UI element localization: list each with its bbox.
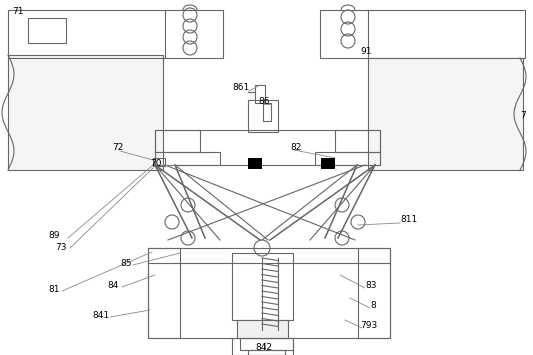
Bar bbox=[232, 253, 293, 320]
Text: 70: 70 bbox=[150, 158, 161, 168]
Bar bbox=[237, 320, 288, 338]
Bar bbox=[148, 248, 390, 338]
Text: 82: 82 bbox=[290, 143, 301, 153]
Bar bbox=[321, 158, 335, 169]
Bar bbox=[153, 158, 165, 166]
Bar bbox=[155, 130, 200, 152]
Bar bbox=[155, 130, 380, 165]
Bar bbox=[263, 103, 271, 121]
Bar bbox=[248, 350, 285, 355]
Bar bbox=[248, 158, 262, 169]
Text: 83: 83 bbox=[365, 280, 376, 289]
Bar bbox=[320, 10, 525, 58]
Text: 86: 86 bbox=[258, 97, 270, 105]
Text: 842: 842 bbox=[255, 344, 272, 353]
Bar bbox=[358, 248, 390, 338]
Text: 7: 7 bbox=[520, 110, 526, 120]
Text: 73: 73 bbox=[55, 242, 67, 251]
Text: 841: 841 bbox=[92, 311, 109, 320]
Bar bbox=[155, 152, 220, 165]
Bar bbox=[8, 55, 163, 170]
Bar bbox=[335, 130, 380, 152]
Text: 89: 89 bbox=[48, 230, 60, 240]
Text: 811: 811 bbox=[400, 215, 417, 224]
Bar bbox=[148, 248, 180, 338]
Text: 71: 71 bbox=[12, 7, 23, 16]
Bar bbox=[28, 18, 66, 43]
Text: 793: 793 bbox=[360, 321, 377, 329]
Text: 85: 85 bbox=[120, 258, 132, 268]
Bar bbox=[248, 100, 278, 132]
Text: 81: 81 bbox=[48, 285, 60, 295]
Text: 8: 8 bbox=[370, 300, 376, 310]
Bar bbox=[240, 338, 293, 350]
Text: 861: 861 bbox=[232, 83, 249, 93]
Bar bbox=[368, 58, 523, 170]
Bar bbox=[315, 152, 380, 165]
Text: 91: 91 bbox=[360, 48, 372, 56]
Text: 84: 84 bbox=[107, 280, 118, 289]
Bar bbox=[255, 85, 265, 103]
Bar bbox=[232, 338, 293, 355]
Text: 72: 72 bbox=[112, 143, 123, 153]
Bar bbox=[8, 10, 223, 58]
